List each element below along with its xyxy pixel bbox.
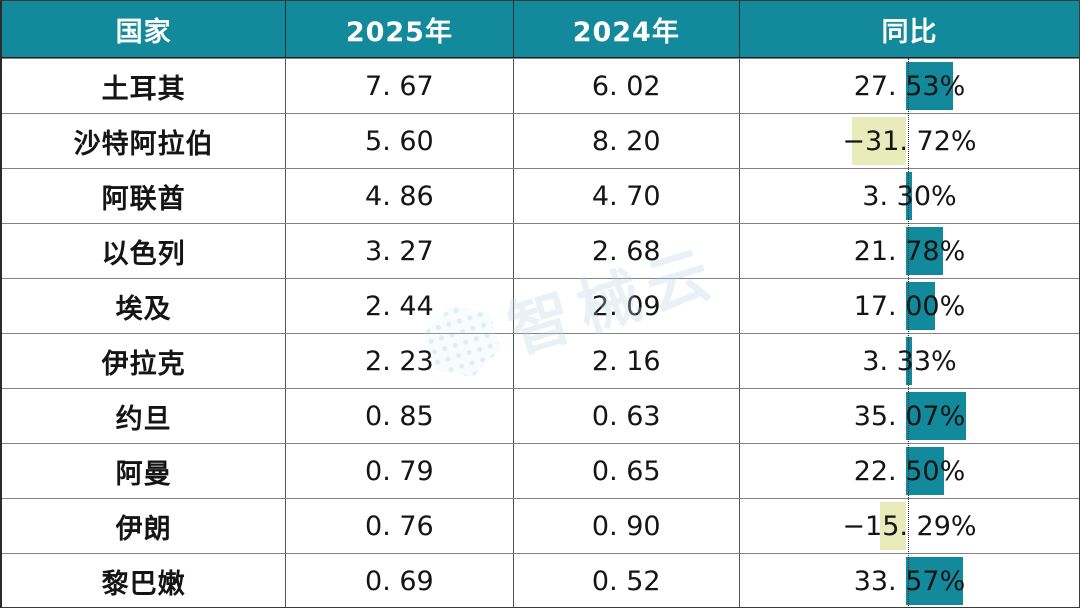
value-2024-cell: 6. 02 [514,59,740,113]
table-row: 伊拉克 2. 23 2. 16 3. 33% [2,333,1079,388]
table-row: 约旦 0. 85 0. 63 35. 07% [2,388,1079,443]
value-2025-cell: 2. 44 [286,279,514,333]
value-2024-cell: 0. 52 [514,554,740,607]
table-row: 阿曼 0. 79 0. 65 22. 50% [2,443,1079,498]
yoy-databar [879,502,906,550]
value-2024-cell: 2. 68 [514,224,740,278]
country-cell: 黎巴嫩 [2,554,287,607]
value-2025-cell: 5. 60 [286,114,514,168]
header-cell-2025: 2025年 [286,1,514,57]
value-2025-cell: 0. 85 [286,389,514,443]
yoy-cell: −15. 29% [740,499,1079,553]
yoy-cell: 3. 33% [740,334,1079,388]
yoy-label: 3. 30% [862,180,957,212]
header-cell-2024: 2024年 [514,1,740,57]
country-cell: 阿曼 [2,444,287,498]
country-cell: 阿联酋 [2,169,287,223]
value-2025-cell: 7. 67 [286,59,514,113]
yoy-databar [905,62,953,110]
yoy-label: −31. 72% [842,125,977,157]
table-row: 沙特阿拉伯 5. 60 8. 20 −31. 72% [2,113,1079,168]
value-2025-cell: 2. 23 [286,334,514,388]
header-cell-country: 国家 [2,1,287,57]
yoy-cell: 21. 78% [740,224,1079,278]
value-2024-cell: 2. 09 [514,279,740,333]
yoy-label: 21. 78% [853,235,966,267]
country-cell: 埃及 [2,279,287,333]
yoy-databar [905,392,966,440]
table-header-row: 国家 2025年 2024年 同比 [2,1,1079,58]
value-2024-cell: 0. 90 [514,499,740,553]
yoy-label: 33. 57% [853,565,966,597]
country-cell: 以色列 [2,224,287,278]
yoy-label: 17. 00% [853,290,966,322]
table-row: 伊朗 0. 76 0. 90 −15. 29% [2,498,1079,553]
yoy-cell: 17. 00% [740,279,1079,333]
value-2024-cell: 0. 65 [514,444,740,498]
header-cell-yoy: 同比 [881,16,938,48]
table-row: 土耳其 7. 67 6. 02 27. 53% [2,58,1079,113]
yoy-cell: −31. 72% [740,114,1079,168]
table-row: 阿联酋 4. 86 4. 70 3. 30% [2,168,1079,223]
value-2024-cell: 4. 70 [514,169,740,223]
yoy-cell: 3. 30% [740,169,1079,223]
yoy-cell: 33. 57% [740,554,1079,607]
yoy-label: 27. 53% [853,70,966,102]
yoy-databar [905,447,944,495]
yoy-cell: 27. 53% [740,59,1079,113]
yoy-databar [851,117,906,165]
yoy-label: 22. 50% [853,455,966,487]
country-cell: 伊朗 [2,499,287,553]
value-2024-cell: 8. 20 [514,114,740,168]
table-row: 埃及 2. 44 2. 09 17. 00% [2,278,1079,333]
yoy-label: 35. 07% [853,400,966,432]
value-2025-cell: 4. 86 [286,169,514,223]
country-cell: 土耳其 [2,59,287,113]
yoy-databar [905,227,943,275]
yoy-label: 3. 33% [862,345,957,377]
value-2025-cell: 0. 76 [286,499,514,553]
country-cell: 伊拉克 [2,334,287,388]
table-body: 土耳其 7. 67 6. 02 27. 53% 沙特阿拉伯 5. 60 8. 2… [2,58,1079,607]
table-row: 以色列 3. 27 2. 68 21. 78% [2,223,1079,278]
yoy-label: −15. 29% [842,510,977,542]
value-2025-cell: 3. 27 [286,224,514,278]
yoy-databar [905,282,935,330]
value-2025-cell: 0. 69 [286,554,514,607]
value-2024-cell: 0. 63 [514,389,740,443]
yoy-cell: 22. 50% [740,444,1079,498]
country-cell: 沙特阿拉伯 [2,114,287,168]
value-2024-cell: 2. 16 [514,334,740,388]
yoy-cell: 35. 07% [740,389,1079,443]
yoy-databar [905,557,963,605]
country-cell: 约旦 [2,389,287,443]
zero-axis-line [908,58,909,607]
table-row: 黎巴嫩 0. 69 0. 52 33. 57% [2,553,1079,607]
value-2025-cell: 0. 79 [286,444,514,498]
